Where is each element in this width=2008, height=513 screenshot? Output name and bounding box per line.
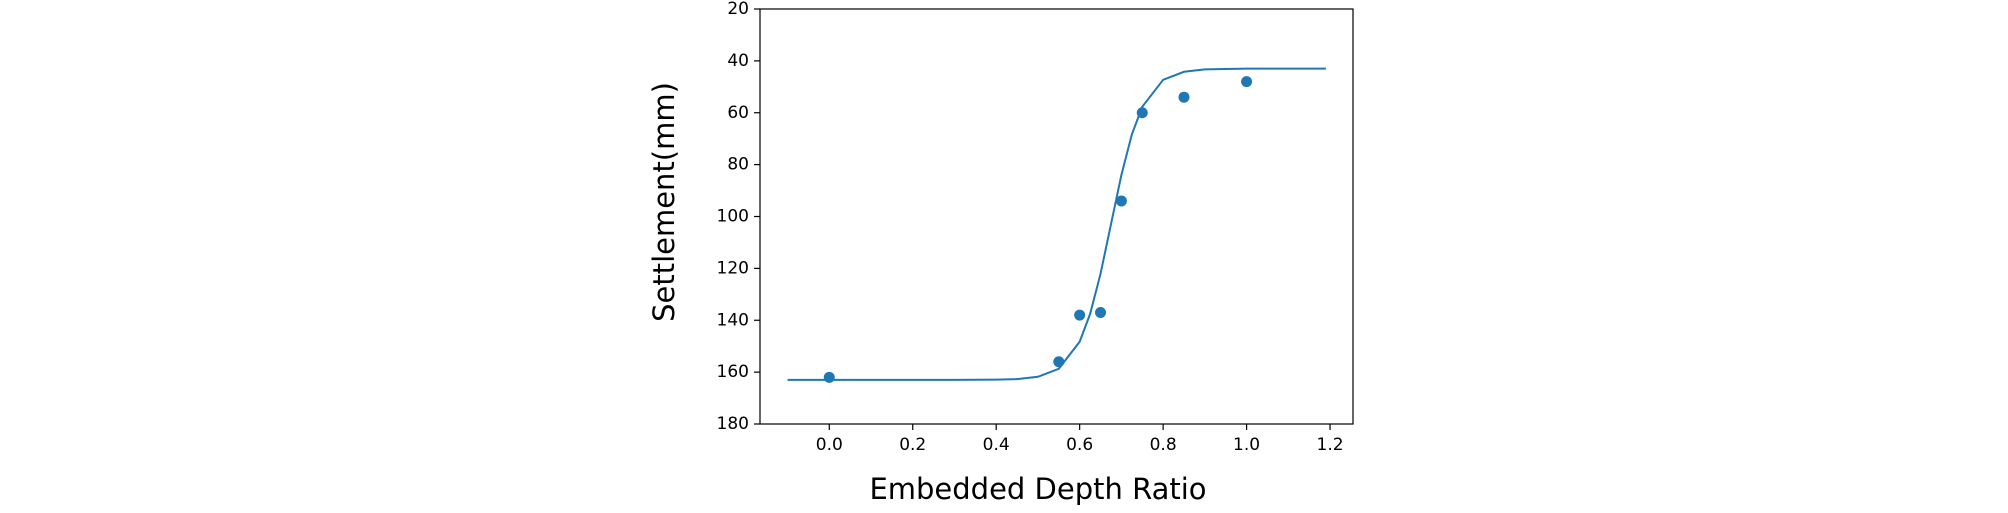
- data-point: [1074, 309, 1086, 321]
- y-axis-label: Settlement(mm): [647, 82, 681, 322]
- plot-frame: [759, 8, 1354, 425]
- y-tick-label: 60: [727, 103, 749, 123]
- data-point: [1241, 76, 1253, 88]
- y-tick-label: 40: [727, 51, 749, 71]
- data-point: [1095, 306, 1107, 318]
- x-tick-label: 0.6: [1066, 435, 1093, 455]
- data-point: [823, 371, 835, 383]
- x-tick-label: 0.4: [983, 435, 1010, 455]
- y-tick-label: 100: [717, 207, 749, 227]
- x-tick-label: 1.2: [1317, 435, 1344, 455]
- y-tick-label: 180: [717, 414, 749, 434]
- x-tick-label: 0.2: [899, 435, 926, 455]
- x-tick-label: 0.8: [1150, 435, 1177, 455]
- y-tick-label: 80: [727, 155, 749, 175]
- x-tick-label: 1.0: [1233, 435, 1260, 455]
- y-tick-label: 140: [717, 310, 749, 330]
- data-point: [1115, 195, 1127, 207]
- y-tick-label: 160: [717, 362, 749, 382]
- y-tick-label: 120: [717, 258, 749, 278]
- fit-line: [787, 67, 1326, 381]
- x-tick-label: 0.0: [816, 435, 843, 455]
- y-tick-label: 20: [727, 0, 749, 19]
- data-point: [1178, 91, 1190, 103]
- x-axis-label: Embedded Depth Ratio: [869, 472, 1206, 506]
- data-point: [1053, 356, 1065, 368]
